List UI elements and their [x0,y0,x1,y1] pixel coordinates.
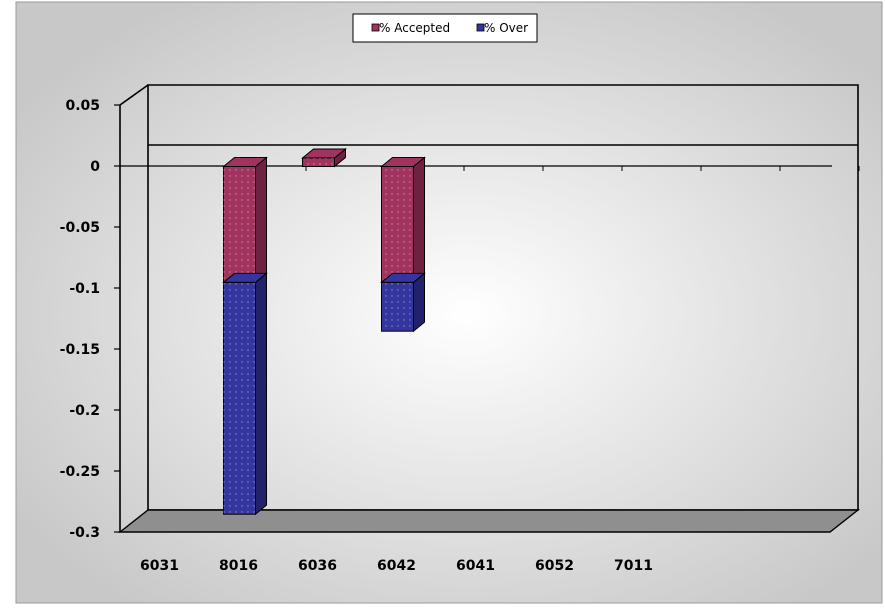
bar-segment [301,147,347,168]
y-axis-ticks: 0.05 0 -0.05 -0.1 -0.15 -0.2 -0.25 -0.3 [60,98,120,541]
x-tick-label: 6042 [377,558,416,574]
x-tick-label: 6036 [298,558,337,574]
x-tick-label: 6031 [140,558,179,574]
y-tick-label: 0.05 [65,98,100,114]
legend-swatch-accepted [371,23,380,32]
x-tick-label: 8016 [219,558,258,574]
y-tick-label: -0.05 [60,220,100,236]
y-tick-label: -0.25 [60,464,100,480]
x-tick-label: 7011 [614,558,653,574]
bar-segment [380,156,426,284]
x-tick-label: 6041 [456,558,495,574]
legend-swatch-over [476,23,485,32]
bar-texture [381,166,414,283]
bars [222,147,426,516]
side-wall-top-edge [119,84,149,106]
bar-segment [222,272,268,516]
bar-texture [223,166,256,283]
x-axis-ticks: 6031 8016 6036 6042 6041 6052 7011 [140,166,860,574]
legend-label-accepted: % Accepted [379,21,450,35]
bar-segment [222,156,268,284]
y-tick-label: -0.2 [69,403,100,419]
bar-side-face [413,272,425,333]
legend-label-over: % Over [484,21,528,35]
bar-side-face [255,272,267,516]
y-tick-label: -0.15 [60,342,100,358]
bar-side-face [255,156,267,284]
bar-texture [223,282,256,515]
y-tick-label: -0.3 [69,525,100,541]
y-tick-label: 0 [90,159,100,175]
bar-texture [302,157,335,167]
chart-floor [117,509,861,533]
legend: % Accepted % Over [352,13,538,43]
bar-texture [381,282,414,332]
chart-background [15,1,883,604]
x-tick-label: 6052 [535,558,574,574]
bar-segment [380,272,426,333]
y-tick-label: -0.1 [69,281,100,297]
legend-box [352,13,538,43]
bar-side-face [413,156,425,284]
